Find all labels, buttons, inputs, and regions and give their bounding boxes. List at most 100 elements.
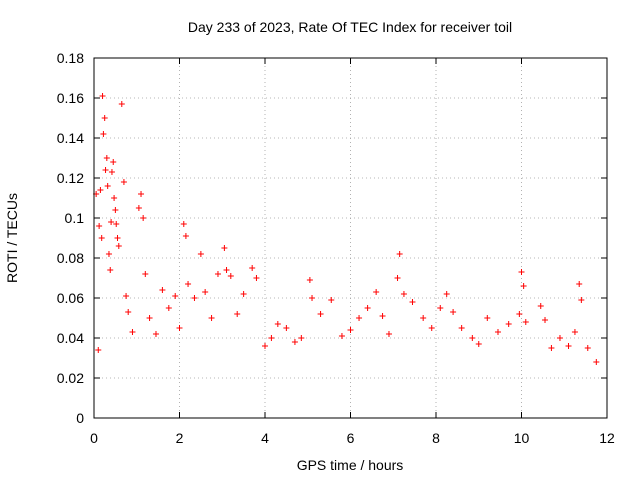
data-point bbox=[110, 159, 117, 165]
data-point bbox=[234, 311, 241, 317]
data-point bbox=[494, 329, 501, 335]
data-point bbox=[458, 325, 465, 331]
data-point bbox=[306, 277, 313, 283]
data-point bbox=[214, 271, 221, 277]
data-point bbox=[180, 221, 187, 227]
data-point bbox=[347, 327, 354, 333]
data-point bbox=[138, 191, 145, 197]
y-tick-label: 0.04 bbox=[57, 330, 84, 346]
data-point bbox=[146, 315, 153, 321]
x-tick-label: 12 bbox=[599, 430, 615, 446]
data-point bbox=[338, 333, 345, 339]
data-point bbox=[112, 207, 119, 213]
data-point bbox=[274, 321, 281, 327]
data-point bbox=[420, 315, 427, 321]
data-point bbox=[364, 305, 371, 311]
data-point bbox=[123, 293, 130, 299]
y-axis-label: ROTI / TECUs bbox=[4, 193, 20, 283]
data-point bbox=[262, 343, 268, 349]
data-point bbox=[108, 219, 115, 225]
data-point bbox=[516, 311, 523, 317]
y-tick-label: 0.1 bbox=[65, 210, 85, 226]
data-point bbox=[114, 235, 121, 241]
data-point bbox=[191, 295, 198, 301]
data-points bbox=[93, 93, 600, 365]
data-point bbox=[227, 273, 234, 279]
data-point bbox=[298, 335, 305, 341]
data-point bbox=[176, 325, 183, 331]
data-point bbox=[95, 347, 102, 353]
data-point bbox=[221, 245, 228, 251]
data-point bbox=[469, 335, 476, 341]
grid-lines bbox=[94, 58, 607, 418]
data-point bbox=[159, 287, 166, 293]
data-point bbox=[385, 331, 392, 337]
data-point bbox=[105, 251, 112, 257]
data-point bbox=[505, 321, 512, 327]
x-tick-label: 6 bbox=[347, 430, 355, 446]
data-point bbox=[400, 291, 407, 297]
data-point bbox=[140, 215, 147, 221]
data-point bbox=[125, 309, 132, 315]
data-point bbox=[437, 305, 444, 311]
data-point bbox=[396, 251, 403, 257]
y-tick-label: 0.16 bbox=[57, 90, 84, 106]
data-point bbox=[542, 317, 549, 323]
y-tick-label: 0.06 bbox=[57, 290, 84, 306]
data-point bbox=[240, 291, 247, 297]
data-point bbox=[584, 345, 591, 351]
data-point bbox=[152, 331, 159, 337]
data-point bbox=[208, 315, 215, 321]
data-point bbox=[142, 271, 149, 277]
data-point bbox=[484, 315, 491, 321]
data-point bbox=[165, 305, 172, 311]
data-point bbox=[100, 131, 107, 137]
data-point bbox=[518, 269, 525, 275]
data-point bbox=[565, 343, 572, 349]
chart-title: Day 233 of 2023, Rate Of TEC Index for r… bbox=[188, 19, 512, 35]
data-point bbox=[108, 169, 115, 175]
data-point bbox=[283, 325, 290, 331]
data-point bbox=[98, 235, 105, 241]
data-point bbox=[253, 275, 260, 281]
x-axis-label: GPS time / hours bbox=[297, 457, 404, 473]
data-point bbox=[172, 293, 179, 299]
data-point bbox=[356, 315, 363, 321]
data-point bbox=[268, 335, 275, 341]
axis-ticks: 0 0.02 0.04 0.06 0.08 0.1 0.12 0.14 0.16 0.18 0 2 4 6… bbox=[57, 50, 615, 446]
data-point bbox=[107, 267, 114, 273]
data-point bbox=[113, 221, 120, 227]
data-point bbox=[202, 289, 209, 295]
data-point bbox=[593, 359, 600, 365]
x-tick-label: 2 bbox=[176, 430, 184, 446]
data-point bbox=[223, 267, 230, 273]
data-point bbox=[373, 289, 380, 295]
data-point bbox=[576, 281, 583, 287]
data-point bbox=[309, 295, 316, 301]
data-point bbox=[249, 265, 256, 271]
data-point bbox=[522, 319, 529, 325]
data-point bbox=[409, 299, 416, 305]
data-point bbox=[99, 93, 106, 99]
data-point bbox=[111, 195, 118, 201]
data-point bbox=[571, 329, 578, 335]
data-point bbox=[450, 309, 457, 315]
data-point bbox=[443, 291, 450, 297]
data-point bbox=[101, 115, 108, 121]
data-point bbox=[197, 251, 204, 257]
x-tick-label: 0 bbox=[90, 430, 98, 446]
data-point bbox=[520, 283, 527, 289]
data-point bbox=[185, 281, 192, 287]
y-tick-label: 0.02 bbox=[57, 370, 84, 386]
data-point bbox=[135, 205, 142, 211]
y-tick-label: 0 bbox=[76, 410, 84, 426]
data-point bbox=[548, 345, 555, 351]
data-point bbox=[115, 243, 122, 249]
data-point bbox=[182, 233, 189, 239]
data-point bbox=[291, 339, 298, 345]
x-tick-label: 4 bbox=[261, 430, 269, 446]
data-point bbox=[96, 223, 103, 229]
data-point bbox=[556, 335, 563, 341]
data-point bbox=[129, 329, 136, 335]
